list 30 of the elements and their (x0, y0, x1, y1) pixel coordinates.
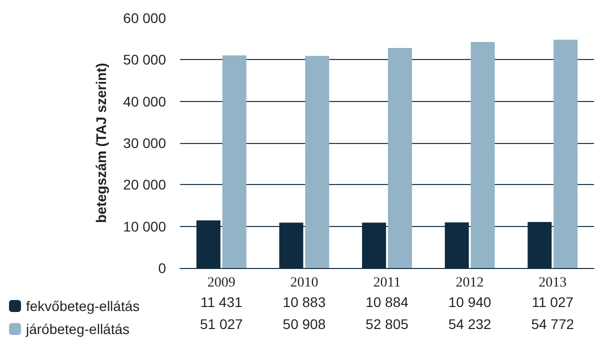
y-tick-label: 30 000 (123, 135, 166, 151)
data-label: 11 027 (532, 294, 574, 310)
x-tick-label: 2009 (207, 276, 236, 290)
bar (305, 56, 330, 268)
y-tick-label: 20 000 (123, 176, 166, 193)
legend-label: fekvőbeteg-ellátás (26, 298, 140, 314)
y-tick-label: 50 000 (123, 52, 166, 68)
data-label: 54 772 (531, 316, 574, 332)
bar (222, 55, 246, 268)
data-label: 10 940 (448, 294, 492, 310)
legend-label: járóbeteg-ellátás (25, 321, 130, 337)
x-tick-label: 2010 (290, 276, 318, 290)
data-label: 54 232 (448, 316, 492, 332)
data-label: 10 883 (282, 294, 326, 310)
data-label: 52 805 (366, 316, 409, 332)
bar (388, 48, 412, 268)
data-label: 11 431 (200, 294, 243, 310)
bar (554, 40, 578, 268)
x-tick-label: 2013 (538, 276, 567, 290)
y-tick-label: 40 000 (123, 93, 166, 110)
y-tick-label: 60 000 (123, 10, 166, 26)
data-label: 10 884 (366, 294, 409, 310)
data-label: 51 027 (200, 316, 244, 332)
data-label: 50 908 (282, 316, 326, 332)
x-tick-label: 2012 (456, 276, 484, 290)
y-tick-label: 0 (158, 260, 166, 276)
x-tick-label: 2011 (373, 276, 401, 290)
bar (470, 42, 495, 268)
y-axis-title: betegszám (TAJ szerint) (93, 63, 109, 223)
y-tick-label: 10 000 (123, 218, 166, 234)
